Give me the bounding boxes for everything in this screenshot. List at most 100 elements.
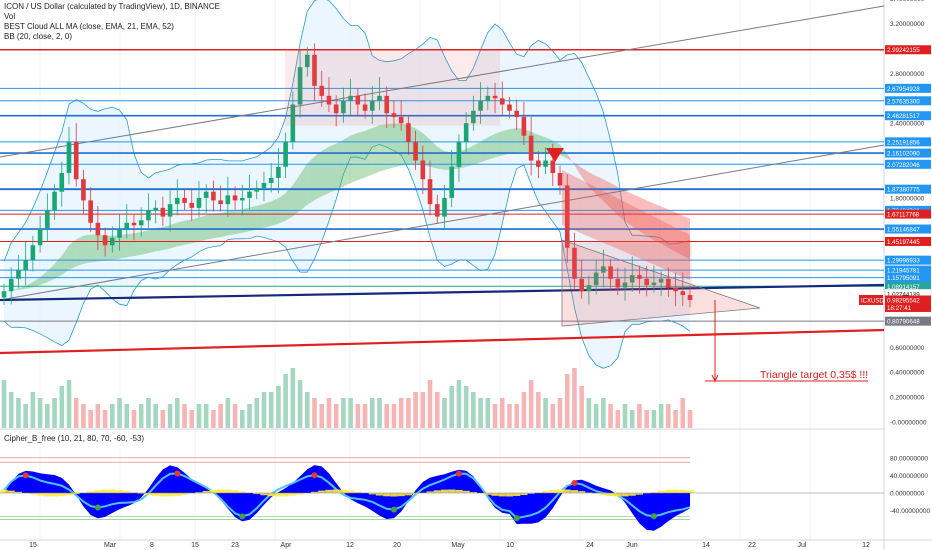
osc-dot [513, 515, 520, 522]
osc-moneyflow [592, 493, 600, 494]
candle-body [16, 270, 21, 279]
candle-body [658, 278, 664, 283]
candle-body [586, 285, 592, 292]
candle-body [557, 173, 563, 186]
oscillator-label[interactable]: Cipher_B_free (10, 21, 80, 70, -60, -53) [4, 434, 145, 443]
drawings [285, 49, 868, 383]
volume-bar [543, 398, 548, 428]
cloud-segment [386, 123, 394, 170]
cloud-segment [83, 234, 91, 264]
volume-bars [1, 368, 693, 428]
volume-indicator-label[interactable]: Vol [4, 12, 16, 21]
symbol-tag-label: ICXUSD [861, 298, 884, 304]
candle-body [110, 237, 115, 246]
candle-body [218, 200, 223, 205]
osc-moneyflow [412, 493, 420, 495]
price-label-box [885, 209, 931, 219]
bb-indicator-label[interactable]: BB (20, close, 2, 0) [4, 32, 73, 41]
candle-body [52, 191, 57, 211]
osc-moneyflow [606, 493, 615, 497]
osc-moneyflow [404, 493, 412, 496]
volume-bar [326, 398, 332, 428]
candle-body [637, 275, 642, 279]
osc-moneyflow [469, 492, 477, 493]
volume-bar [218, 404, 223, 428]
osc-moneyflow [152, 493, 160, 496]
price-tick: 2.40000000 [890, 121, 925, 128]
osc-moneyflow [310, 491, 319, 493]
osc-moneyflow [7, 490, 15, 493]
candle-body [572, 247, 577, 279]
osc-moneyflow [209, 489, 218, 493]
osc-tick: 40.00000000 [890, 473, 928, 480]
volume-bar [247, 404, 252, 428]
candle-body [492, 95, 498, 99]
candle-body [449, 166, 455, 198]
volume-bar [658, 404, 664, 428]
price-label: 1.67117768 [887, 212, 920, 219]
osc-dot [22, 472, 29, 479]
cloud-segment [271, 198, 279, 226]
osc-moneyflow [657, 490, 665, 493]
osc-moneyflow [368, 493, 376, 495]
cloud-segment [133, 232, 142, 257]
volume-bar [391, 404, 397, 428]
candle-body [622, 282, 628, 288]
blue-trendline [0, 283, 885, 302]
time-axis[interactable]: 15 Mar 8 15 23 Apr 12 20 May 10 24 Jun 14 22 Jul 12 [29, 542, 870, 549]
price-label: 1.29996933 [887, 258, 920, 265]
chart-title[interactable]: ICON / US Dollar (calculated by TradingV… [4, 2, 220, 11]
osc-moneyflow [274, 493, 282, 497]
osc-moneyflow [43, 493, 51, 497]
candle-body [341, 100, 346, 114]
osc-moneyflow [484, 493, 492, 495]
price-label-box [885, 265, 931, 275]
cloud-segment [141, 230, 149, 255]
candle-body [398, 116, 404, 124]
volume-bar [593, 404, 599, 428]
osc-moneyflow [549, 490, 557, 493]
osc-moneyflow [123, 490, 131, 493]
osc-moneyflow [462, 490, 470, 493]
cloud-segment [581, 167, 589, 187]
cloud-segment [625, 190, 633, 227]
osc-moneyflow [36, 493, 44, 496]
osc-moneyflow [578, 491, 586, 493]
price-label: 18:27:41 [887, 305, 912, 312]
volume-bar [30, 392, 36, 428]
candle-body [182, 197, 187, 203]
cloud-segment [675, 212, 683, 256]
candle-body [247, 191, 252, 198]
price-axis[interactable]: 3.40000000 3.20000000 2.80000000 2.40000000… [859, 0, 932, 515]
cloud-segment [379, 124, 387, 172]
volume-bar [124, 404, 130, 428]
volume-bar [268, 392, 274, 428]
symbol-tag [859, 294, 883, 305]
volume-bar [680, 398, 686, 428]
volume-bar [283, 374, 288, 428]
osc-moneyflow [260, 493, 268, 496]
volume-bar [66, 380, 72, 428]
price-label-box [885, 224, 931, 234]
price-label: 0.80790648 [887, 319, 920, 326]
osc-dot [571, 480, 578, 487]
volume-bar [471, 392, 476, 428]
osc-moneyflow [390, 493, 398, 497]
volume-bar [406, 398, 411, 428]
osc-moneyflow [650, 491, 658, 493]
candle-body [355, 95, 361, 105]
volume-bar [138, 404, 144, 428]
candle-body [73, 141, 79, 180]
ma-indicator-label[interactable]: BEST Cloud ALL MA (close, EMA, 21, EMA, … [4, 22, 174, 31]
cloud-segment [632, 193, 640, 232]
osc-moneyflow [339, 489, 347, 493]
candle-body [45, 210, 50, 230]
time-tick: 24 [586, 542, 594, 549]
volume-bar [499, 398, 505, 428]
cloud-segment [653, 203, 662, 244]
volume-bar [276, 386, 281, 428]
volume-bar [586, 398, 592, 428]
volume-bar [319, 404, 325, 428]
candle-body [507, 104, 512, 111]
